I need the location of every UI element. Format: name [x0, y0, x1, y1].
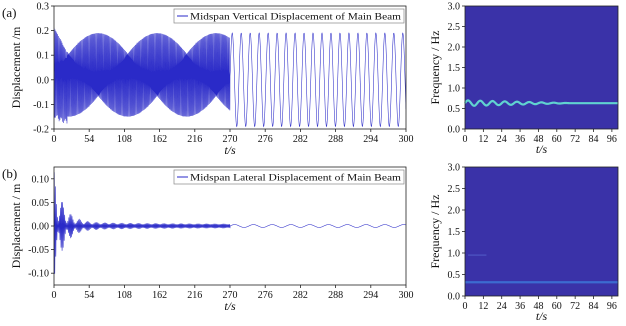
- x-tick-label: 300: [399, 290, 414, 301]
- x-tick-label: 216: [187, 134, 202, 145]
- x-tick-label: 276: [258, 290, 273, 301]
- y-tick-label: 1.0: [448, 249, 461, 260]
- y-tick-label: 0.1: [37, 51, 50, 62]
- x-tick-label: 282: [293, 290, 308, 301]
- x-tick-label: 12: [478, 301, 488, 312]
- x-tick-label: 24: [497, 301, 507, 312]
- y-tick-label: 0.05: [32, 198, 50, 209]
- y-tick-label: 1.0: [448, 84, 461, 95]
- y-tick-label: 1.5: [448, 227, 461, 238]
- legend-box: [173, 8, 405, 24]
- legend-box: [173, 169, 405, 185]
- y-axis-label: Frequency / Hz: [428, 31, 442, 105]
- y-tick-label: 0.00: [32, 222, 50, 233]
- x-tick-label: 0: [52, 290, 57, 301]
- y-tick-label: 0.0: [448, 125, 461, 136]
- y-tick-label: -0.2: [33, 125, 49, 136]
- y-axis-label: Frequency / Hz: [428, 195, 442, 269]
- panel-label-b: (b): [2, 166, 17, 181]
- x-tick-label: 36: [515, 134, 525, 145]
- y-tick-label: 0.0: [37, 75, 50, 86]
- x-tick-label: 270: [223, 134, 238, 145]
- x-axis-label: t/s: [536, 309, 548, 323]
- y-tick-label: 2.5: [448, 184, 461, 195]
- series-line-2: [54, 172, 406, 274]
- y-tick-label: -0.05: [28, 245, 49, 256]
- chart-b-lateral-displacement: -0.10 -0.05 0.00 0.05 0.10 0 54 108 162 216 270 276…: [9, 166, 414, 313]
- y-tick-label: -0.1: [33, 100, 49, 111]
- spectrogram-background: [465, 167, 618, 296]
- x-tick-label: 216: [187, 290, 202, 301]
- legend-label: Midspan Lateral Displacement of Main Bea…: [190, 173, 402, 184]
- y-axis-label: Displacement / m: [9, 183, 23, 268]
- x-tick-label: 60: [552, 301, 562, 312]
- x-tick-label: 24: [497, 134, 507, 145]
- x-tick-label: 36: [515, 301, 525, 312]
- x-tick-label: 84: [589, 134, 599, 145]
- spectrogram-background: [465, 6, 618, 129]
- y-axis-label: Displacement /m: [9, 26, 23, 108]
- x-tick-label: 294: [363, 290, 378, 301]
- x-tick-label: 162: [152, 134, 167, 145]
- ridge-line: [464, 99, 618, 107]
- y-tick-label: 0.3: [37, 2, 50, 13]
- x-tick-label: 48: [533, 301, 543, 312]
- y-tick-label: 2.0: [448, 206, 461, 217]
- x-tick-label: 270: [223, 290, 238, 301]
- y-tick-label: -0.10: [28, 269, 49, 280]
- legend-label: Midspan Vertical Displacement of Main Be…: [190, 12, 402, 23]
- y-tick-label: 0.5: [448, 104, 461, 115]
- x-tick-label: 108: [117, 290, 132, 301]
- spectrogram-a: 0.0 0.5 1.0 1.5 2.0 2.5 3.0 0 12 24 36 48 60 72 84 96 t/…: [428, 2, 619, 156]
- spectrogram-b: 0.0 0.5 1.0 1.5 2.0 2.5 3.0 0 12 24 36 48 60 72 84 96 t/…: [428, 163, 619, 323]
- x-tick-label: 282: [293, 134, 308, 145]
- x-tick-label: 12: [478, 134, 488, 145]
- x-tick-label: 288: [328, 134, 343, 145]
- chart-a-vertical-displacement: -0.2 -0.1 0.0 0.1 0.2 0.3 0 54 108 162 216 270 276 28…: [9, 2, 414, 158]
- x-axis-label: t/s: [224, 299, 236, 313]
- y-tick-label: 0.10: [32, 174, 50, 185]
- x-tick-label: 54: [84, 290, 94, 301]
- x-tick-label: 294: [363, 134, 378, 145]
- x-tick-label: 72: [570, 301, 580, 312]
- x-tick-label: 300: [399, 134, 414, 145]
- x-tick-label: 54: [84, 134, 94, 145]
- x-axis-label: t/s: [536, 142, 548, 156]
- x-tick-label: 0: [463, 134, 468, 145]
- x-tick-label: 48: [533, 134, 543, 145]
- x-tick-label: 96: [607, 134, 617, 145]
- x-axis-label: t/s: [224, 143, 236, 157]
- x-tick-label: 276: [258, 134, 273, 145]
- series-line-0: [54, 27, 406, 128]
- x-tick-label: 60: [552, 134, 562, 145]
- y-tick-label: 1.5: [448, 63, 461, 74]
- y-tick-label: 3.0: [448, 163, 461, 174]
- x-tick-label: 96: [607, 301, 617, 312]
- x-tick-label: 288: [328, 290, 343, 301]
- y-tick-label: 0.0: [448, 292, 461, 303]
- x-tick-label: 108: [117, 134, 132, 145]
- y-tick-label: 3.0: [448, 2, 461, 13]
- y-tick-label: 2.5: [448, 22, 461, 33]
- panel-label-a: (a): [2, 5, 16, 20]
- y-tick-label: 2.0: [448, 43, 461, 54]
- x-tick-label: 72: [570, 134, 580, 145]
- x-tick-label: 0: [463, 301, 468, 312]
- x-tick-label: 162: [152, 290, 167, 301]
- y-tick-label: 0.2: [37, 26, 50, 37]
- x-tick-label: 84: [589, 301, 599, 312]
- x-tick-label: 0: [52, 134, 57, 145]
- y-tick-label: 0.5: [448, 270, 461, 281]
